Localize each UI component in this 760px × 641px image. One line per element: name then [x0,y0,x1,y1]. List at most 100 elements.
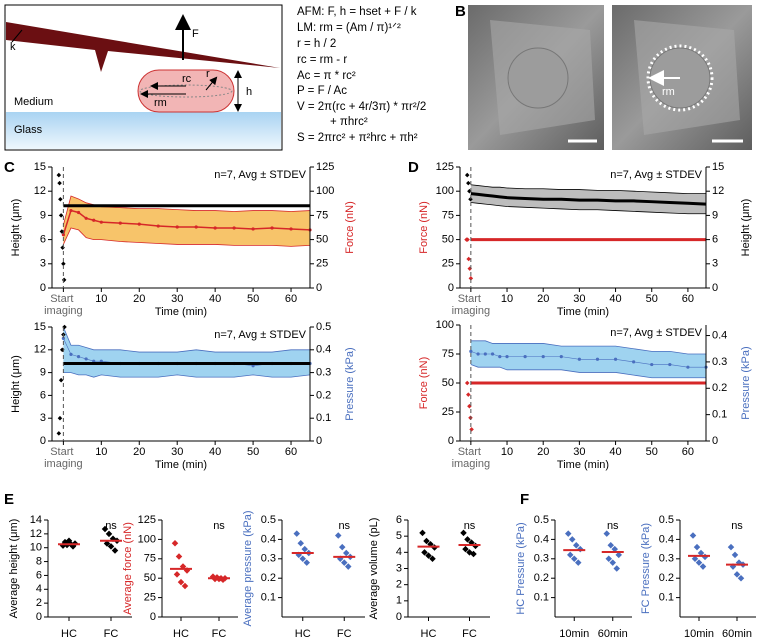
point [421,549,428,556]
category-label: FC [337,628,352,640]
equation: S = 2πrc² + π²hrc + πh² [297,132,418,144]
point [65,537,73,545]
point [342,549,350,557]
y-tick-label: 0 [448,282,454,294]
equation: + πhrc² [330,116,368,128]
point [171,540,179,547]
point [483,352,487,356]
y-tick-label: 9 [40,209,46,221]
point [695,559,703,566]
y-tick-label: 0.1 [659,592,674,604]
y2-tick-label: 0 [712,435,718,447]
y-tick-label: 0.5 [261,514,276,526]
r-arrow [205,76,218,91]
diagram-label: h [246,86,252,98]
y2-tick-label: 9 [712,209,718,221]
glass [6,112,281,149]
point [423,537,430,545]
x-tick-label: 40 [609,446,621,458]
y-tick-label: 1 [396,595,402,607]
band-edge [62,195,311,226]
x-tick-label: Start imaging [44,293,83,317]
x-tick-label: 50 [247,293,259,305]
point [490,352,495,356]
point [572,541,580,549]
series-line [470,192,707,206]
point [541,355,545,359]
point [693,543,701,551]
point [686,365,690,369]
x-tick-label: 40 [209,446,221,458]
category-label: FC [462,628,477,640]
point [338,543,346,551]
point [476,352,480,356]
x-tick-label: 30 [573,446,585,458]
x-tick-label: 50 [247,446,259,458]
point [559,355,563,359]
axis-label: FC Pressure (kPa) [640,523,652,614]
annotation: ns [338,520,350,532]
category-label: 10min [559,628,589,640]
point [505,355,509,359]
point [84,216,88,220]
x-tick-label: 10 [501,446,513,458]
point [297,540,305,547]
y2-tick-label: 125 [316,161,334,173]
point [564,530,572,537]
x-axis-label: Time (min) [557,459,609,471]
axis-label: Average volume (pL) [368,518,380,620]
point [111,547,119,554]
point [460,529,467,537]
y2-tick-label: 3 [712,258,718,270]
y2-tick-label: 100 [316,185,334,197]
annotation: ns [464,520,476,532]
axis-label: Height (μm) [10,355,22,413]
annotation: ns [213,520,225,532]
y-tick-label: 6 [36,569,42,581]
category-label: HC [173,628,189,640]
y2-tick-label: 0 [316,282,322,294]
y2-tick-label: 0.3 [316,367,331,379]
point [632,360,636,364]
diagram-label: Medium [14,96,53,108]
y-tick-label: 125 [436,161,454,173]
point [464,172,470,178]
point [613,565,621,572]
y-tick-label: 2 [396,579,402,591]
point [611,545,619,553]
x-tick-label: 40 [609,293,621,305]
point [301,545,309,553]
y-tick-label: 0 [40,435,46,447]
equation: V = 2π(rc + 4r/3π) * πr²/2 [297,101,426,113]
y2-tick-label: 0 [712,282,718,294]
point [464,380,470,386]
point [175,225,179,229]
annotation: n=7, Avg ± STDEV [214,329,306,341]
axis-label: Average height (μm) [8,519,20,619]
y2-tick-label: 75 [316,209,328,221]
x-tick-label: 60 [682,293,694,305]
point [58,197,63,202]
y-tick-label: 25 [442,406,454,418]
y-tick-label: 50 [442,377,454,389]
point [523,355,527,359]
point [57,180,62,186]
y-tick-label: 25 [144,592,156,604]
y-tick-label: 8 [36,555,42,567]
category-label: HC [61,628,77,640]
point [107,543,115,550]
annotation: ns [105,520,117,532]
point [251,227,255,231]
equation: r = h / 2 [297,38,336,50]
y-tick-label: 100 [436,185,454,197]
annotation: ns [607,520,619,532]
radius-label: rm [662,86,675,98]
y-tick-label: 15 [34,321,46,333]
panel-label: F [520,491,529,508]
point [61,233,65,237]
category-label: HC [421,628,437,640]
x-tick-label: 30 [573,293,585,305]
point [270,226,274,230]
band-edge [470,364,706,379]
y-tick-label: 0.2 [261,572,276,584]
